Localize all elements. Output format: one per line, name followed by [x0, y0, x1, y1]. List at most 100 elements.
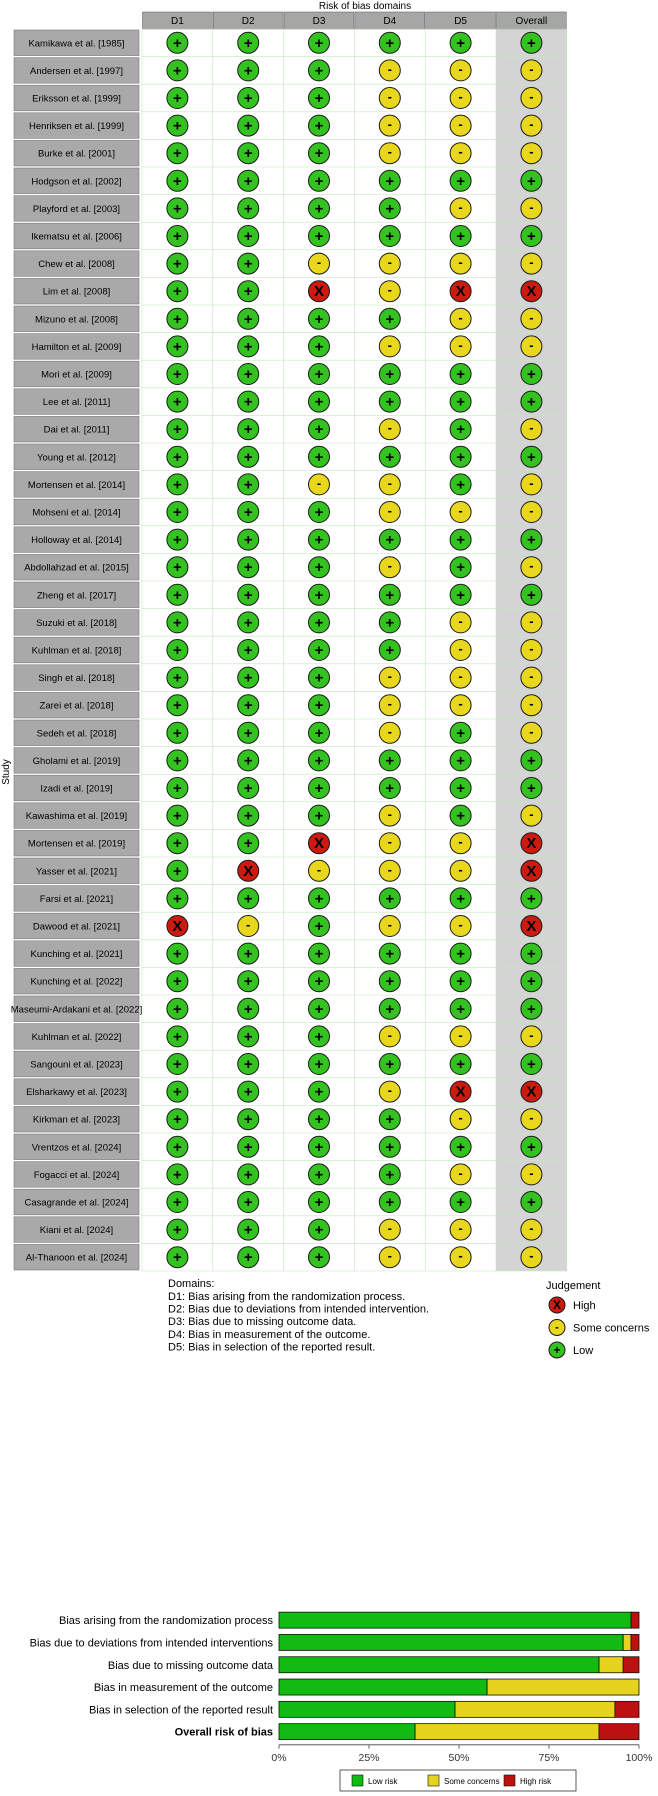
- judgement-low: [520, 583, 543, 606]
- judgement-low: [449, 777, 472, 799]
- judgement-symbol: -: [458, 1165, 462, 1180]
- judgement-low: [378, 1135, 401, 1158]
- judgement-symbol: +: [527, 1194, 536, 1211]
- judgement-symbol: +: [173, 421, 182, 438]
- judgement-symbol: +: [244, 200, 253, 217]
- judgement-symbol: +: [385, 1111, 394, 1128]
- judgement-symbol: +: [315, 1111, 324, 1128]
- judgement-symbol: -: [388, 475, 392, 490]
- judgement-symbol: -: [529, 61, 533, 76]
- study-label: Fogacci et al. [2024]: [34, 1170, 120, 1181]
- judgement-symbol: +: [244, 780, 253, 797]
- judgement-low: [449, 804, 472, 827]
- judgement-symbol: -: [529, 199, 533, 214]
- judgement-low: [237, 225, 260, 247]
- judgement-symbol: -: [529, 117, 533, 132]
- judgement-some: [449, 1246, 472, 1269]
- judgement-symbol: X: [526, 1084, 536, 1101]
- judgement-symbol: +: [315, 670, 324, 687]
- judgement-some: [520, 1108, 543, 1131]
- bar-segment-high-risk: [622, 1656, 640, 1674]
- judgement-some: [378, 915, 401, 937]
- study-label: Kunching et al. [2021]: [31, 949, 123, 960]
- judgement-some: [378, 694, 401, 717]
- judgement-symbol: +: [244, 449, 253, 466]
- judgement-low: [449, 556, 472, 579]
- judgement-some: [520, 501, 543, 523]
- judgement-low: [378, 997, 401, 1020]
- judgement-low: [378, 749, 401, 772]
- judgement-some: [378, 721, 401, 744]
- judgement-symbol: -: [388, 917, 392, 932]
- judgement-symbol: X: [314, 835, 324, 852]
- judgement-some: [449, 1218, 472, 1241]
- study-label-bg: [13, 1161, 140, 1188]
- judgement-symbol: +: [385, 1056, 394, 1073]
- study-label-bg: [13, 1133, 140, 1160]
- judgement-low: [449, 1053, 472, 1075]
- study-label-bg: [13, 250, 140, 277]
- judgement-low: [237, 1053, 260, 1075]
- legend-symbol: X: [553, 1298, 561, 1312]
- study-label: Mortensen et al. [2014]: [28, 480, 125, 491]
- bar-segment-some-concerns: [598, 1656, 624, 1674]
- judgement-symbol: +: [173, 642, 182, 659]
- domain-description: D5: Bias in selection of the reported re…: [168, 1341, 375, 1353]
- study-label-bg: [13, 388, 140, 415]
- judgement-symbol: +: [315, 1194, 324, 1211]
- judgement-low: [308, 225, 330, 247]
- judgement-low: [166, 501, 189, 523]
- judgement-symbol: +: [456, 808, 465, 825]
- judgement-low: [237, 31, 260, 54]
- judgement-low: [237, 639, 260, 661]
- judgement-symbol: +: [315, 918, 324, 935]
- judgement-low: [520, 997, 543, 1020]
- judgement-symbol: -: [317, 475, 321, 490]
- judgement-symbol: -: [388, 420, 392, 435]
- study-label-bg: [13, 995, 140, 1022]
- judgement-symbol: +: [385, 946, 394, 963]
- study-label-bg: [13, 636, 140, 664]
- study-label: Casagrande et al. [2024]: [24, 1198, 128, 1209]
- judgement-symbol: -: [458, 1221, 462, 1236]
- judgement-symbol: -: [388, 862, 392, 877]
- x-tick-label: 50%: [448, 1752, 469, 1764]
- judgement-symbol: +: [385, 394, 394, 411]
- study-label: Abdollahzad et al. [2015]: [24, 563, 129, 574]
- judgement-symbol: +: [315, 1222, 324, 1239]
- judgement-low: [520, 1135, 543, 1158]
- bar-legend-swatch: [427, 1774, 440, 1787]
- judgement-low: [166, 639, 189, 661]
- judgement-symbol: +: [527, 532, 536, 549]
- judgement-low: [166, 363, 189, 385]
- judgement-low: [308, 445, 330, 468]
- judgement-symbol: +: [456, 890, 465, 907]
- judgement-some: [520, 1163, 543, 1186]
- judgement-symbol: +: [244, 228, 253, 245]
- judgement-symbol: X: [526, 918, 536, 935]
- chart-title: Risk of bias domains: [319, 1, 411, 12]
- study-label-bg: [13, 940, 140, 967]
- judgement-low: [520, 31, 543, 54]
- judgement-some: [378, 252, 401, 275]
- judgement-symbol: +: [244, 1111, 253, 1128]
- judgement-symbol: +: [244, 1222, 253, 1239]
- judgement-low: [520, 749, 543, 772]
- study-label-bg: [13, 222, 140, 250]
- judgement-some: [308, 252, 330, 275]
- judgement-low: [449, 970, 472, 993]
- study-label-bg: [13, 416, 140, 443]
- judgement-low: [237, 777, 260, 799]
- judgement-symbol: X: [456, 1084, 466, 1101]
- judgement-low: [237, 501, 260, 523]
- judgement-symbol: +: [527, 752, 536, 769]
- judgement-low: [520, 1053, 543, 1075]
- judgement-low: [166, 142, 189, 165]
- judgement-low: [166, 528, 189, 551]
- judgement-symbol: +: [385, 587, 394, 604]
- judgement-symbol: +: [315, 228, 324, 245]
- judgement-low: [449, 363, 472, 385]
- judgement-symbol: -: [458, 1027, 462, 1042]
- judgement-some: [378, 859, 401, 882]
